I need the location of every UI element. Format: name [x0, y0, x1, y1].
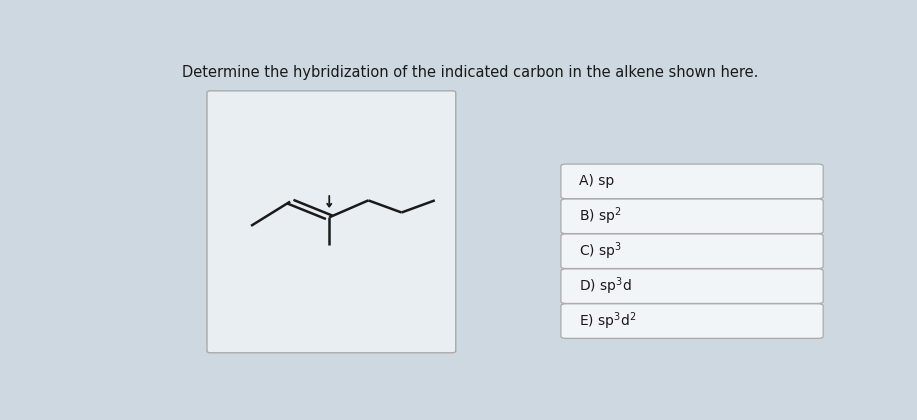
FancyBboxPatch shape: [561, 199, 823, 234]
Text: E) sp$^3$d$^2$: E) sp$^3$d$^2$: [579, 310, 636, 332]
FancyBboxPatch shape: [561, 164, 823, 199]
FancyBboxPatch shape: [561, 234, 823, 268]
Text: B) sp$^2$: B) sp$^2$: [579, 205, 622, 227]
FancyBboxPatch shape: [561, 269, 823, 304]
FancyBboxPatch shape: [207, 91, 456, 353]
Text: C) sp$^3$: C) sp$^3$: [579, 240, 622, 262]
Text: A) sp: A) sp: [579, 174, 614, 189]
Text: D) sp$^3$d: D) sp$^3$d: [579, 276, 632, 297]
FancyBboxPatch shape: [561, 304, 823, 339]
Text: Determine the hybridization of the indicated carbon in the alkene shown here.: Determine the hybridization of the indic…: [182, 65, 758, 80]
